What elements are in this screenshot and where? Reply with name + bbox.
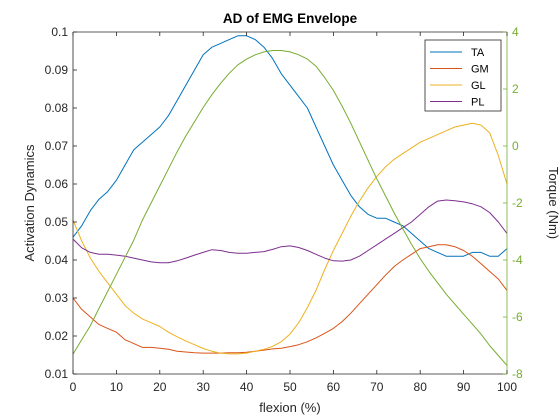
legend-box (424, 39, 502, 112)
y-tick-label: 0.07 (45, 139, 69, 153)
legend-label-gl: GL (471, 80, 486, 92)
y-tick-label: 0.04 (45, 253, 69, 267)
series-layer (72, 35, 508, 366)
x-tick-label: 40 (240, 380, 254, 394)
legend-label-ta: TA (471, 47, 485, 59)
axes-layer: 0 10 20 30 40 50 60 70 80 90 1000.010.020.030.040.… (45, 25, 523, 394)
y-tick-label: 0.02 (45, 329, 69, 343)
y-right-tick-label: -4 (512, 253, 523, 267)
series-line-torque (72, 50, 508, 366)
y-tick-label: 0.05 (45, 215, 69, 229)
y-right-tick-label: 4 (512, 25, 519, 39)
y-tick-label: 0.03 (45, 291, 69, 305)
legend-label-gm: GM (471, 64, 489, 76)
x-tick-label: 90 (457, 380, 471, 394)
legend-label-pl: PL (471, 97, 484, 109)
x-tick-label: 100 (497, 380, 517, 394)
legend: TA GM GL PL (424, 39, 502, 112)
y-axis-right-title: Torque (Nm) (546, 167, 560, 239)
y-tick-label: 0.1 (51, 25, 68, 39)
x-axis-title: flexion (%) (259, 400, 320, 415)
x-tick-label: 60 (327, 380, 341, 394)
chart-title: AD of EMG Envelope (223, 11, 358, 26)
series-line-gl (72, 122, 508, 355)
x-tick-label: 20 (153, 380, 167, 394)
y-right-tick-label: -6 (512, 310, 523, 324)
y-right-tick-label: -8 (512, 367, 523, 381)
x-tick-label: 80 (414, 380, 428, 394)
x-tick-label: 30 (197, 380, 211, 394)
series-line-pl (72, 199, 508, 264)
y-tick-label: 0.06 (45, 177, 69, 191)
series-line-ta (72, 35, 508, 257)
y-tick-label: 0.08 (45, 101, 69, 115)
y-axis-title: Activation Dynamics (22, 144, 37, 262)
y-tick-label: 0.01 (45, 367, 69, 381)
y-right-tick-label: -2 (512, 196, 523, 210)
x-tick-label: 10 (110, 380, 124, 394)
x-tick-label: 70 (370, 380, 384, 394)
x-tick-label: 50 (283, 380, 297, 394)
x-tick-label: 0 (70, 380, 77, 394)
series-line-gm (72, 244, 508, 354)
y-right-tick-label: 0 (512, 139, 519, 153)
y-tick-label: 0.09 (45, 63, 69, 77)
y-right-tick-label: 2 (512, 82, 519, 96)
